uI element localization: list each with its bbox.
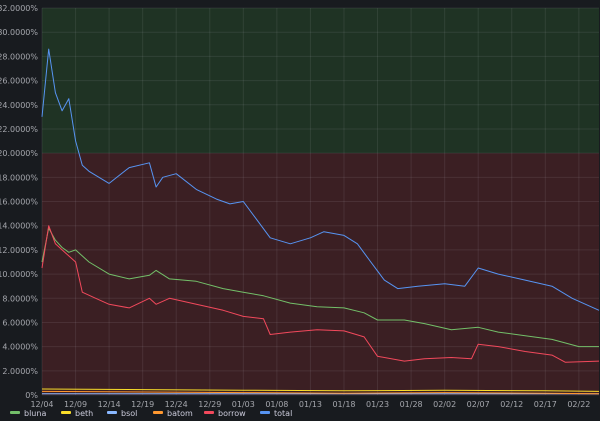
x-axis: 12/04 12/09 12/14 12/19 12/24 12/29 01/03 01/08…	[30, 400, 590, 409]
legend-item-bluna[interactable]: bluna	[10, 409, 46, 418]
y-tick-label: 24.0000%	[0, 101, 38, 110]
y-tick-label: 2.0000%	[2, 367, 38, 376]
y-tick-label: 28.0000%	[0, 52, 38, 61]
legend-label: bluna	[24, 409, 46, 418]
legend-item-batom[interactable]: batom	[153, 409, 193, 418]
x-tick-label: 12/14	[98, 400, 121, 409]
x-tick-label: 12/09	[64, 400, 87, 409]
legend-swatch	[10, 411, 20, 414]
y-tick-label: 16.0000%	[0, 198, 38, 207]
y-tick-label: 12.0000%	[0, 246, 38, 255]
y-tick-label: 8.0000%	[2, 294, 38, 303]
threshold-band	[42, 153, 599, 395]
x-tick-label: 02/12	[500, 400, 523, 409]
legend[interactable]: bluna beth bsol batom borrow total	[10, 409, 292, 418]
legend-swatch	[61, 411, 71, 414]
x-tick-label: 12/29	[198, 400, 221, 409]
y-tick-label: 6.0000%	[2, 318, 38, 327]
legend-item-bsol[interactable]: bsol	[107, 409, 137, 418]
y-axis: 0% 2.0000% 4.0000% 6.0000% 8.0000% 10.0000% 12…	[0, 4, 38, 400]
y-tick-label: 32.0000%	[0, 4, 38, 13]
x-tick-label: 02/02	[433, 400, 456, 409]
legend-item-total[interactable]: total	[260, 409, 292, 418]
x-tick-label: 02/07	[467, 400, 490, 409]
x-tick-label: 01/08	[265, 400, 288, 409]
legend-label: beth	[75, 409, 93, 418]
x-tick-label: 01/23	[366, 400, 389, 409]
legend-label: total	[274, 409, 292, 418]
x-tick-label: 12/04	[30, 400, 53, 409]
x-tick-label: 01/03	[232, 400, 255, 409]
y-tick-label: 26.0000%	[0, 77, 38, 86]
y-tick-label: 30.0000%	[0, 28, 38, 37]
series-line-bluna	[41, 227, 599, 348]
threshold-band	[42, 8, 599, 154]
legend-item-beth[interactable]: beth	[61, 409, 93, 418]
y-tick-label: 0%	[25, 391, 38, 400]
x-tick-label: 01/28	[400, 400, 423, 409]
y-tick-label: 18.0000%	[0, 173, 38, 182]
x-tick-label: 01/13	[299, 400, 322, 409]
series-lines	[41, 48, 600, 395]
y-tick-label: 10.0000%	[0, 270, 38, 279]
x-tick-label: 01/18	[332, 400, 355, 409]
y-tick-label: 20.0000%	[0, 149, 38, 158]
y-tick-label: 14.0000%	[0, 222, 38, 231]
legend-swatch	[107, 411, 117, 414]
x-tick-label: 12/19	[131, 400, 154, 409]
series-line-batom	[41, 390, 600, 395]
y-tick-label: 4.0000%	[2, 343, 38, 352]
legend-label: batom	[167, 409, 193, 418]
legend-label: bsol	[121, 409, 137, 418]
x-tick-label: 12/24	[165, 400, 188, 409]
series-line-borrow	[41, 225, 600, 363]
legend-swatch	[260, 411, 270, 414]
y-tick-label: 22.0000%	[0, 125, 38, 134]
series-line-beth	[41, 388, 600, 392]
threshold-bands	[42, 8, 599, 395]
legend-label: borrow	[218, 409, 246, 418]
x-tick-label: 02/22	[567, 400, 590, 409]
series-line-total	[41, 48, 600, 311]
legend-item-borrow[interactable]: borrow	[204, 409, 246, 418]
x-tick-label: 02/17	[534, 400, 557, 409]
grid-lines	[41, 7, 599, 396]
legend-swatch	[204, 411, 214, 414]
legend-swatch	[153, 411, 163, 414]
